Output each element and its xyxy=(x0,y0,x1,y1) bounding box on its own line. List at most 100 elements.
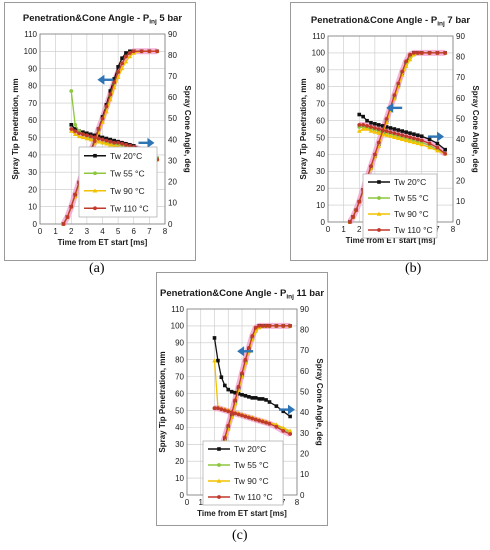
cone-angle-point xyxy=(403,137,409,143)
arrow-head xyxy=(288,404,295,415)
y-tick-label: 40 xyxy=(175,423,184,432)
legend: Tw 20°C Tw 55 °C Tw 90 °C Tw 110 °C xyxy=(202,440,284,506)
penetration-line xyxy=(62,50,158,225)
cone-angle-point xyxy=(240,413,244,418)
x-tick-label: 7 xyxy=(281,498,286,507)
penetration-point xyxy=(384,116,389,121)
cone-angle-point xyxy=(288,414,292,419)
y2-tick-label: 80 xyxy=(456,52,465,61)
y-axis-label: Spray Tip Penetration, mm xyxy=(299,78,308,179)
cone-angle-point xyxy=(408,135,412,140)
x-tick-label: 4 xyxy=(100,227,105,236)
penetration-point xyxy=(233,398,238,403)
cone-angle-point xyxy=(373,122,377,126)
penetration-point xyxy=(236,384,241,389)
cone-angle-point xyxy=(76,133,82,139)
cone-angle-point xyxy=(415,137,420,142)
penetration-point xyxy=(246,345,251,350)
penetration-point xyxy=(92,139,97,143)
cone-angle-point xyxy=(427,137,432,142)
legend-swatch-marker xyxy=(377,196,381,200)
legend: Tw 20°C Tw 55 °C Tw 90 °C Tw 110 °C xyxy=(78,146,158,218)
penetration-point xyxy=(123,59,129,64)
cone-angle-point xyxy=(419,134,424,139)
y2-tick-label: 70 xyxy=(300,346,309,355)
legend-swatch-marker xyxy=(377,228,381,232)
cone-angle-point xyxy=(372,126,377,130)
y2-tick-label: 60 xyxy=(456,94,465,103)
cone-angle-point xyxy=(443,151,448,156)
chart-title: Penetration&Cone Angle - Pinj 7 bar xyxy=(311,15,471,28)
y2-tick-label: 0 xyxy=(456,218,461,227)
penetration-point xyxy=(69,204,74,209)
cone-angle-point xyxy=(243,394,248,398)
cone-angle-point xyxy=(219,407,224,412)
penetration-point xyxy=(226,423,231,428)
legend-entry: Tw 20°C xyxy=(234,444,266,454)
cone-angle-point xyxy=(404,134,409,139)
cone-angle-point xyxy=(369,121,373,125)
cone-angle-point xyxy=(264,420,268,425)
y-tick-label: 30 xyxy=(316,167,325,176)
cone-angle-point xyxy=(274,404,279,408)
cone-angle-point xyxy=(427,141,432,146)
penetration-point xyxy=(73,192,78,197)
cone-angle-point xyxy=(112,138,117,143)
penetration-point xyxy=(357,199,362,204)
legend-swatch-marker xyxy=(93,171,97,176)
cone-angle-point xyxy=(69,122,74,127)
penetration-point xyxy=(65,215,70,219)
cone-angle-point xyxy=(84,133,89,138)
cone-angle-point xyxy=(281,429,286,433)
y-tick-label: 10 xyxy=(175,474,184,483)
y2-axis-label: Spray Cone Angle, deg xyxy=(315,358,324,445)
x-tick-label: 0 xyxy=(326,225,331,234)
y2-tick-label: 50 xyxy=(300,387,309,396)
penetration-point xyxy=(435,51,440,55)
y-tick-label: 50 xyxy=(28,133,37,142)
y2-tick-label: 40 xyxy=(300,408,309,417)
penetration-point xyxy=(392,93,397,98)
y2-tick-label: 80 xyxy=(300,325,309,334)
y-tick-label: 10 xyxy=(316,201,325,210)
cone-angle-point xyxy=(376,123,381,127)
penetration-point xyxy=(222,435,227,440)
y2-tick-label: 70 xyxy=(168,72,177,81)
cone-angle-point xyxy=(388,126,393,130)
y-tick-label: 0 xyxy=(180,491,185,500)
cone-angle-point xyxy=(222,408,227,413)
cone-angle-point xyxy=(361,122,366,127)
x-tick-label: 6 xyxy=(132,227,137,236)
y-tick-label: 60 xyxy=(28,116,37,125)
cone-angle-point xyxy=(357,122,362,127)
y2-tick-label: 20 xyxy=(300,449,309,458)
y-tick-label: 0 xyxy=(321,218,326,227)
x-tick-label: 7 xyxy=(435,225,440,234)
y2-tick-label: 20 xyxy=(456,176,465,185)
cone-angle-point xyxy=(92,135,97,140)
y-tick-label: 70 xyxy=(175,372,184,381)
penetration-point xyxy=(111,85,117,90)
cone-angle-line xyxy=(213,337,291,417)
penetration-point xyxy=(243,357,248,362)
cone-angle-point xyxy=(72,131,78,136)
y2-tick-label: 30 xyxy=(456,156,465,165)
cone-angle-point xyxy=(216,406,220,411)
cone-angle-point xyxy=(100,137,105,142)
cone-angle-point xyxy=(233,390,237,395)
x-tick-label: 3 xyxy=(85,227,90,236)
cone-angle-point xyxy=(247,395,251,399)
cone-angle-point xyxy=(88,132,93,137)
cone-angle-point xyxy=(120,141,124,146)
legend-swatch-marker xyxy=(217,495,221,499)
penetration-point xyxy=(104,109,109,114)
cone-angle-point xyxy=(226,409,231,414)
legend-swatch-marker xyxy=(216,478,222,483)
cone-angle-point xyxy=(260,419,265,424)
cone-angle-point xyxy=(85,131,89,136)
penetration-point xyxy=(403,64,409,69)
y-tick-label: 20 xyxy=(28,185,37,194)
cone-angle-point xyxy=(380,124,385,128)
penetration-point xyxy=(139,49,144,54)
arrow-head xyxy=(147,137,155,148)
